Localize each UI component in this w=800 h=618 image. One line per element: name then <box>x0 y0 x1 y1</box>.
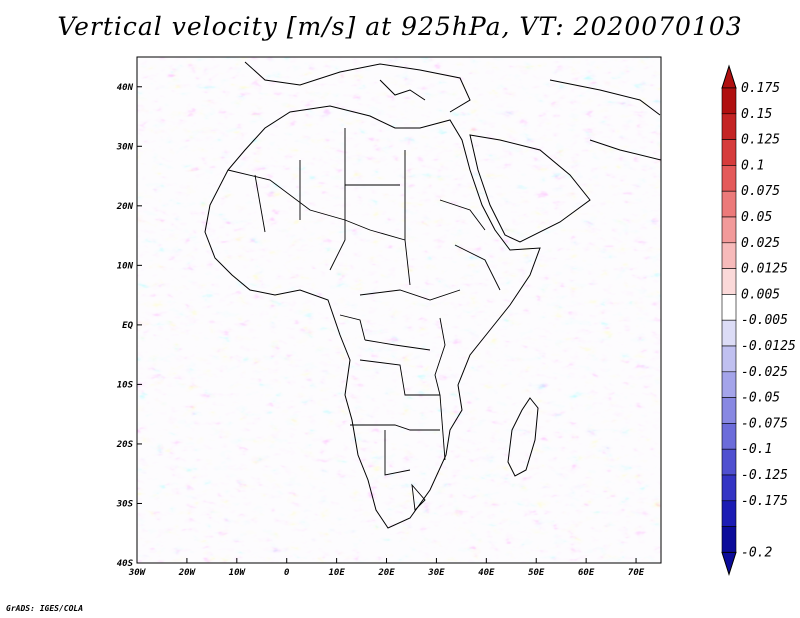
colorbar-label: -0.005 <box>741 313 788 328</box>
colorbar: 0.175 0.15 0.125 0.1 0.075 0.05 0.025 0.0125 0.0… <box>721 64 796 577</box>
plot-area <box>137 57 661 563</box>
colorbar-label: 0.025 <box>741 236 780 251</box>
africa-coastline <box>204 105 541 529</box>
grads-credit: GrADS: IGES/COLA <box>6 604 84 613</box>
x-tick-label: 0 <box>284 568 290 578</box>
colorbar-label: 0.1 <box>741 158 764 173</box>
colorbar-swatch <box>721 423 737 450</box>
colorbar-swatch <box>721 87 737 115</box>
colorbar-swatch <box>721 268 737 295</box>
x-tick-label: 20E <box>377 568 395 578</box>
colorbar-max-arrow <box>721 64 737 89</box>
colorbar-swatch <box>721 526 737 553</box>
colorbar-label: -0.025 <box>741 365 788 380</box>
x-tick-label: 30E <box>427 568 445 578</box>
x-tick-label: 70E <box>628 568 645 578</box>
colorbar-label: 0.125 <box>741 133 780 148</box>
x-tick-label: 10E <box>328 568 345 578</box>
colorbar-label: -0.175 <box>741 494 788 509</box>
colorbar-min-arrow <box>721 551 737 577</box>
colorbar-label: 0.0125 <box>741 262 788 277</box>
y-tick-label: 40N <box>117 83 134 93</box>
mediterranean-coast <box>244 61 471 113</box>
vertical-velocity-field <box>137 57 661 563</box>
colorbar-label: 0.175 <box>741 81 780 96</box>
colorbar-swatch <box>721 165 737 192</box>
colorbar-label: 0.05 <box>741 210 772 225</box>
colorbar-swatch <box>721 113 737 140</box>
x-tick-label: 30W <box>128 568 147 578</box>
colorbar-swatch <box>721 294 737 321</box>
colorbar-swatch <box>721 139 737 166</box>
y-tick-label: 20S <box>116 440 134 450</box>
colorbar-label: 0.005 <box>741 287 780 302</box>
colorbar-label: -0.05 <box>741 391 780 406</box>
colorbar-swatch <box>721 474 737 502</box>
colorbar-swatch <box>721 190 737 218</box>
country-borders <box>204 61 661 529</box>
x-tick-label: 50E <box>528 568 545 578</box>
y-tick-label: 30S <box>116 499 134 509</box>
colorbar-swatch <box>721 371 737 398</box>
x-tick-label: 40E <box>478 568 495 578</box>
colorbar-swatch <box>721 345 737 373</box>
y-tick-label: 20N <box>116 202 134 212</box>
y-tick-label: EQ <box>122 321 133 331</box>
colorbar-swatch <box>721 319 737 347</box>
x-tick-label: 20W <box>178 568 197 578</box>
y-tick-label: 10S <box>117 380 134 390</box>
arabian-peninsula <box>469 134 591 243</box>
y-tick-label: 40S <box>117 559 134 569</box>
colorbar-label: 0.075 <box>741 184 780 199</box>
map-title: Vertical velocity [m/s] at 925hPa, VT: 2… <box>57 12 743 41</box>
colorbar-label: -0.1 <box>741 442 772 457</box>
colorbar-label: -0.2 <box>741 545 772 560</box>
x-axis-ticks: 30W 20W 10W 0 10E 20E 30E 40E 50E 60E 70E <box>128 558 645 578</box>
x-tick-label: 10W <box>229 568 247 578</box>
y-tick-label: 10N <box>117 261 134 271</box>
colorbar-swatch <box>721 500 737 527</box>
colorbar-label: -0.125 <box>741 468 788 483</box>
madagascar-outline <box>507 397 539 477</box>
colorbar-label: -0.075 <box>741 416 788 431</box>
colorbar-swatch <box>721 216 737 244</box>
x-tick-label: 60E <box>578 568 595 578</box>
colorbar-label: 0.15 <box>741 107 772 122</box>
colorbar-swatch <box>721 448 737 476</box>
colorbar-label: -0.0125 <box>741 339 796 354</box>
colorbar-swatch <box>721 242 737 269</box>
colorbar-swatch <box>721 397 737 424</box>
y-axis-ticks: 40S 30S 20S 10S EQ 10N 20N 30N 40N <box>116 83 142 569</box>
y-tick-label: 30N <box>116 142 134 152</box>
plot-frame <box>136 56 662 564</box>
